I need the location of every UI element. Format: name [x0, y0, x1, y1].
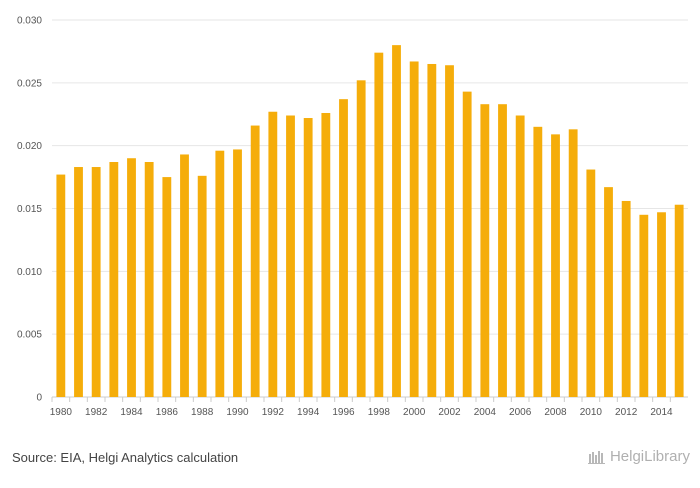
- helgi-library-logo: HelgiLibrary: [587, 448, 690, 465]
- bar-1997: [356, 80, 366, 397]
- x-tick-label: 2006: [509, 407, 532, 418]
- x-tick-label: 1988: [191, 407, 214, 418]
- bar-1999: [392, 45, 401, 398]
- bar-1982: [91, 167, 101, 397]
- bar-2007: [533, 126, 543, 398]
- x-tick-label: 1982: [85, 407, 108, 418]
- bar-2014: [657, 212, 666, 397]
- bar-1985: [144, 162, 154, 397]
- x-tick-label: 2008: [544, 407, 567, 418]
- bar-2013: [639, 214, 649, 397]
- bar-2004: [480, 104, 490, 398]
- x-tick-label: 2014: [650, 407, 673, 418]
- bar-1987: [180, 154, 189, 397]
- bar-2005: [498, 104, 507, 398]
- bar-1998: [374, 52, 384, 397]
- x-tick-label: 2012: [615, 407, 638, 418]
- bar-2000: [409, 61, 419, 397]
- y-tick-label: 0.010: [17, 267, 42, 278]
- bar-1983: [109, 162, 119, 397]
- bar-1995: [321, 112, 331, 397]
- bar-2010: [586, 169, 596, 397]
- y-tick-label: 0: [36, 393, 42, 404]
- y-tick-label: 0.020: [17, 141, 42, 152]
- x-tick-label: 2004: [474, 407, 497, 418]
- bar-1984: [127, 158, 136, 397]
- bar-2009: [568, 129, 578, 397]
- y-tick-label: 0.025: [17, 78, 42, 89]
- bar-2002: [445, 65, 454, 398]
- bar-1991: [250, 125, 260, 397]
- bar-2011: [604, 187, 613, 397]
- x-tick-label: 2000: [403, 407, 426, 418]
- bar-2012: [621, 200, 631, 397]
- logo-text: HelgiLibrary: [609, 448, 690, 465]
- x-tick-label: 1990: [226, 407, 249, 418]
- bar-2003: [462, 91, 472, 397]
- x-tick-label: 1984: [120, 407, 143, 418]
- source-note: Source: EIA, Helgi Analytics calculation: [12, 450, 239, 465]
- x-tick-label: 1980: [50, 407, 73, 418]
- bar-2006: [515, 115, 525, 398]
- y-tick-label: 0.015: [17, 204, 42, 215]
- bar-1992: [268, 111, 278, 397]
- bar-1989: [215, 150, 225, 397]
- x-tick-label: 1992: [262, 407, 285, 418]
- y-tick-label: 0.030: [17, 16, 42, 27]
- x-tick-label: 1994: [297, 407, 320, 418]
- bar-2015: [674, 204, 684, 397]
- bar-1994: [303, 118, 313, 398]
- bar-1986: [162, 177, 172, 397]
- x-tick-label: 1986: [156, 407, 179, 418]
- bar-1988: [197, 175, 207, 397]
- bar-1990: [233, 149, 242, 397]
- bar-1996: [339, 99, 348, 398]
- y-tick-label: 0.005: [17, 330, 42, 341]
- bar-1980: [56, 174, 66, 397]
- x-tick-label: 2010: [580, 407, 603, 418]
- bar-1993: [286, 115, 295, 398]
- bar-2001: [427, 63, 437, 397]
- bar-2008: [551, 134, 560, 397]
- library-icon: [587, 450, 605, 464]
- x-tick-label: 2002: [438, 407, 461, 418]
- x-tick-label: 1996: [332, 407, 355, 418]
- bar-1981: [74, 167, 83, 397]
- x-tick-label: 1998: [368, 407, 391, 418]
